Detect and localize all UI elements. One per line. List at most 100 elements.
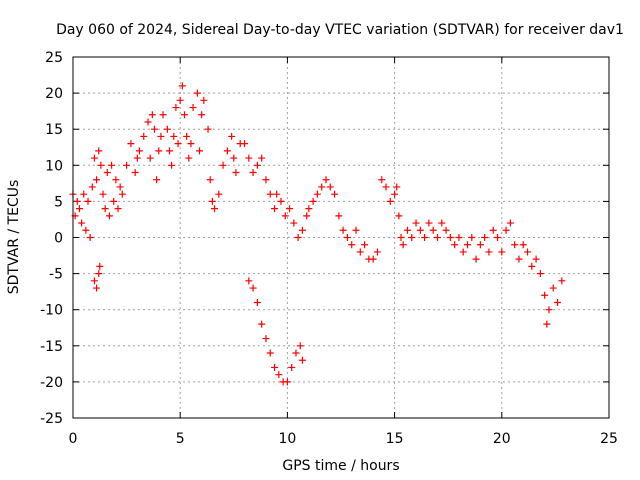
data-point-main	[502, 226, 510, 234]
x-tick-label: 0	[69, 431, 78, 447]
data-point-main	[399, 241, 407, 249]
y-axis-label: SDTVAR / TECUs	[6, 180, 22, 295]
data-point-main	[123, 161, 131, 169]
data-point-main	[393, 183, 401, 191]
data-point-main	[416, 226, 424, 234]
data-point-main	[249, 169, 257, 177]
data-point-main	[498, 248, 506, 256]
x-tick-label: 25	[600, 431, 618, 447]
data-point-main	[180, 111, 188, 119]
data-point-main	[298, 226, 306, 234]
y-tick-label: 15	[45, 122, 63, 138]
y-tick-label: -25	[40, 411, 63, 427]
data-point-main	[326, 183, 334, 191]
data-point-main	[185, 154, 193, 162]
y-tick-label: 10	[45, 158, 63, 174]
data-point-main	[451, 241, 459, 249]
data-point-main	[468, 234, 476, 241]
data-point-main	[322, 176, 330, 184]
y-tick-label: 5	[54, 194, 63, 210]
x-tick-label: 10	[278, 431, 296, 447]
data-point-main	[241, 140, 249, 148]
data-point-main	[412, 219, 420, 227]
data-point-main	[108, 161, 116, 169]
data-point-main	[103, 169, 111, 177]
data-point-main	[157, 132, 165, 140]
data-point-main	[442, 226, 450, 234]
data-point-main	[75, 205, 83, 213]
data-point-main	[170, 132, 178, 140]
y-tick-label: 0	[54, 231, 63, 247]
data-point-main	[455, 234, 463, 241]
data-point-main	[168, 161, 176, 169]
data-point-main	[159, 111, 167, 119]
y-tick-label: -10	[40, 303, 63, 319]
data-point-main	[382, 183, 390, 191]
data-point-main	[165, 147, 173, 155]
data-point-main	[211, 205, 219, 213]
data-point-main	[331, 190, 339, 198]
data-point-main	[309, 197, 317, 205]
data-point-main	[230, 154, 238, 162]
data-point-main	[163, 125, 171, 133]
data-point-main	[148, 111, 156, 119]
data-point-main	[541, 291, 549, 299]
data-point-dip-branch	[292, 349, 300, 357]
data-point-main	[82, 226, 90, 234]
data-point-main	[97, 161, 105, 169]
data-point-main	[99, 190, 107, 198]
data-point-main	[198, 111, 206, 119]
data-point-main	[172, 104, 180, 112]
data-point-dip-branch	[283, 378, 291, 386]
grid-lines	[73, 57, 609, 418]
data-point-dip-branch	[296, 342, 304, 350]
x-tick-label: 20	[493, 431, 511, 447]
data-point-main	[105, 212, 113, 220]
data-point-main	[153, 176, 161, 184]
data-point-main	[176, 96, 184, 104]
data-point-main	[294, 234, 302, 241]
data-point-main	[200, 96, 208, 104]
data-point-main	[459, 248, 467, 256]
data-point-main	[232, 169, 240, 177]
data-point-main	[429, 226, 437, 234]
data-point-main	[178, 82, 186, 90]
data-point-main	[352, 226, 360, 234]
data-point-main	[386, 197, 394, 205]
data-point-main	[543, 320, 551, 328]
data-point-main	[397, 234, 405, 241]
data-point-main	[219, 161, 227, 169]
data-point-main	[519, 241, 527, 249]
x-tick-label: 15	[386, 431, 404, 447]
data-point-main	[86, 234, 94, 241]
data-point-dip-branch	[298, 356, 306, 364]
data-point-main	[343, 234, 351, 241]
data-point-isolated-early	[90, 277, 98, 285]
data-point-dip-branch	[262, 335, 270, 343]
data-point-main	[266, 190, 274, 198]
x-tick-label: 5	[176, 431, 185, 447]
data-point-main	[84, 197, 92, 205]
data-point-main	[446, 234, 454, 241]
data-point-main	[135, 147, 143, 155]
data-point-main	[114, 205, 122, 213]
data-point-dip-branch	[245, 277, 253, 285]
data-point-main	[78, 219, 86, 227]
x-tick-labels: 0 5 10 15 20 25	[69, 431, 618, 447]
data-point-main	[183, 132, 191, 140]
data-point-main	[144, 118, 152, 126]
data-point-main	[511, 241, 519, 249]
data-point-main	[131, 169, 139, 177]
data-point-main	[506, 219, 514, 227]
data-point-main	[95, 147, 103, 155]
y-tick-label: -5	[49, 267, 63, 283]
data-point-main	[140, 132, 148, 140]
data-point-main	[369, 255, 377, 263]
data-point-main	[536, 270, 544, 278]
data-point-dip-branch	[253, 298, 261, 306]
data-point-main	[472, 255, 480, 263]
data-point-main	[438, 219, 446, 227]
data-point-main	[118, 190, 126, 198]
data-point-main	[277, 197, 285, 205]
data-point-main	[206, 176, 214, 184]
